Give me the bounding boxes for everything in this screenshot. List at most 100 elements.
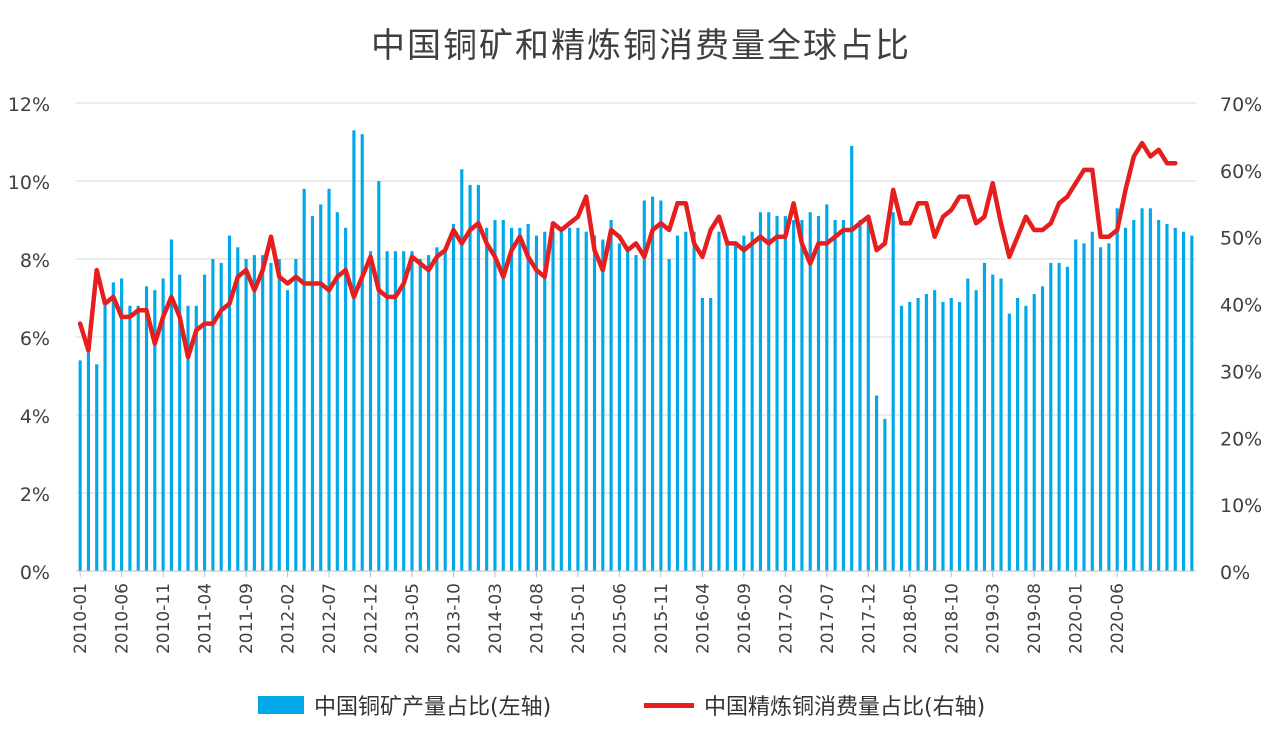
bar bbox=[310, 216, 315, 571]
bar bbox=[908, 301, 912, 571]
bar bbox=[1082, 243, 1086, 571]
bar bbox=[211, 259, 215, 571]
bar bbox=[136, 305, 140, 571]
bar bbox=[460, 169, 464, 572]
bar bbox=[642, 200, 646, 571]
bar bbox=[609, 220, 613, 571]
bar bbox=[1016, 298, 1020, 571]
bar bbox=[551, 231, 555, 571]
bar bbox=[103, 305, 107, 571]
y-left-tick-label: 6% bbox=[20, 328, 50, 350]
bar bbox=[1049, 262, 1053, 571]
bar bbox=[592, 235, 597, 571]
bar bbox=[1074, 239, 1078, 571]
bar bbox=[277, 259, 281, 571]
bar bbox=[601, 239, 605, 571]
legend-swatch-line bbox=[644, 702, 694, 708]
x-tick-label: 2018-05 bbox=[901, 583, 921, 654]
bar bbox=[501, 220, 505, 571]
legend-item-bar: 中国铜矿产量占比(左轴) bbox=[258, 688, 551, 722]
bar bbox=[974, 290, 978, 571]
bar bbox=[775, 216, 779, 571]
bar bbox=[95, 364, 99, 571]
bar bbox=[825, 204, 829, 571]
bar bbox=[891, 212, 895, 571]
y-left-tick-label: 12% bbox=[8, 94, 50, 116]
bar bbox=[957, 301, 962, 571]
bar bbox=[169, 239, 173, 571]
x-tick-label: 2012-07 bbox=[320, 583, 340, 654]
bar bbox=[949, 298, 953, 571]
bar bbox=[800, 220, 804, 571]
bar bbox=[244, 259, 248, 571]
bar bbox=[111, 282, 115, 571]
bar bbox=[883, 418, 887, 571]
bar bbox=[559, 227, 563, 572]
y-left-tick-label: 2% bbox=[20, 484, 50, 506]
x-tick-label: 2019-08 bbox=[1025, 583, 1045, 654]
x-tick-label: 2019-03 bbox=[984, 583, 1004, 654]
bar bbox=[161, 278, 165, 571]
x-tick-label: 2017-12 bbox=[859, 583, 879, 654]
x-tick-label: 2015-01 bbox=[569, 583, 589, 654]
x-tick-label: 2013-05 bbox=[403, 583, 423, 654]
bar bbox=[285, 290, 290, 571]
bar bbox=[733, 243, 738, 571]
bar bbox=[186, 305, 190, 571]
bar bbox=[203, 274, 207, 571]
bar bbox=[443, 247, 447, 572]
y-right-tick-label: 60% bbox=[1220, 161, 1262, 183]
bar bbox=[1148, 208, 1152, 572]
bar bbox=[875, 395, 879, 571]
y-left-tick-label: 4% bbox=[20, 406, 50, 428]
bar bbox=[352, 130, 356, 572]
bar bbox=[576, 227, 580, 572]
x-tick-label: 2011-09 bbox=[237, 583, 257, 654]
bar bbox=[518, 227, 522, 572]
bar bbox=[252, 255, 256, 571]
bar bbox=[617, 243, 621, 571]
bar bbox=[966, 278, 970, 571]
bar bbox=[833, 220, 837, 571]
bar bbox=[269, 262, 273, 571]
y-right-tick-label: 50% bbox=[1220, 228, 1262, 250]
bar bbox=[783, 216, 787, 571]
bar bbox=[385, 251, 389, 571]
bar bbox=[584, 231, 588, 571]
bar bbox=[344, 227, 348, 572]
bar bbox=[1190, 235, 1194, 571]
x-tick-label: 2014-03 bbox=[486, 583, 506, 654]
x-tick-label: 2015-06 bbox=[610, 583, 630, 654]
x-tick-label: 2016-04 bbox=[693, 583, 713, 654]
bar bbox=[427, 255, 431, 571]
bar bbox=[393, 251, 397, 571]
y-left-tick-label: 10% bbox=[8, 172, 50, 194]
bar bbox=[1115, 208, 1119, 572]
bar bbox=[700, 298, 704, 571]
bar bbox=[916, 298, 920, 571]
bar bbox=[435, 247, 439, 572]
y-left-tick-label: 8% bbox=[20, 250, 50, 272]
bar bbox=[651, 196, 655, 571]
bar bbox=[261, 255, 265, 571]
bar bbox=[327, 188, 331, 572]
bar bbox=[1007, 313, 1011, 571]
bar bbox=[219, 262, 223, 571]
legend-swatch-bar bbox=[258, 696, 304, 714]
bar bbox=[144, 286, 149, 571]
bar bbox=[1057, 262, 1061, 571]
x-tick-label: 2018-10 bbox=[942, 583, 962, 654]
y-left-tick-label: 0% bbox=[20, 562, 50, 584]
bar bbox=[120, 278, 124, 571]
bar bbox=[86, 348, 91, 571]
bar bbox=[634, 255, 638, 571]
x-tick-label: 2017-02 bbox=[776, 583, 796, 654]
bar bbox=[236, 247, 240, 572]
bar bbox=[982, 262, 987, 571]
bar bbox=[709, 298, 713, 571]
x-tick-label: 2012-02 bbox=[279, 583, 299, 654]
x-tick-label: 2020-01 bbox=[1067, 583, 1087, 654]
bar bbox=[468, 184, 472, 571]
bar bbox=[1099, 247, 1103, 572]
bar bbox=[841, 220, 845, 571]
